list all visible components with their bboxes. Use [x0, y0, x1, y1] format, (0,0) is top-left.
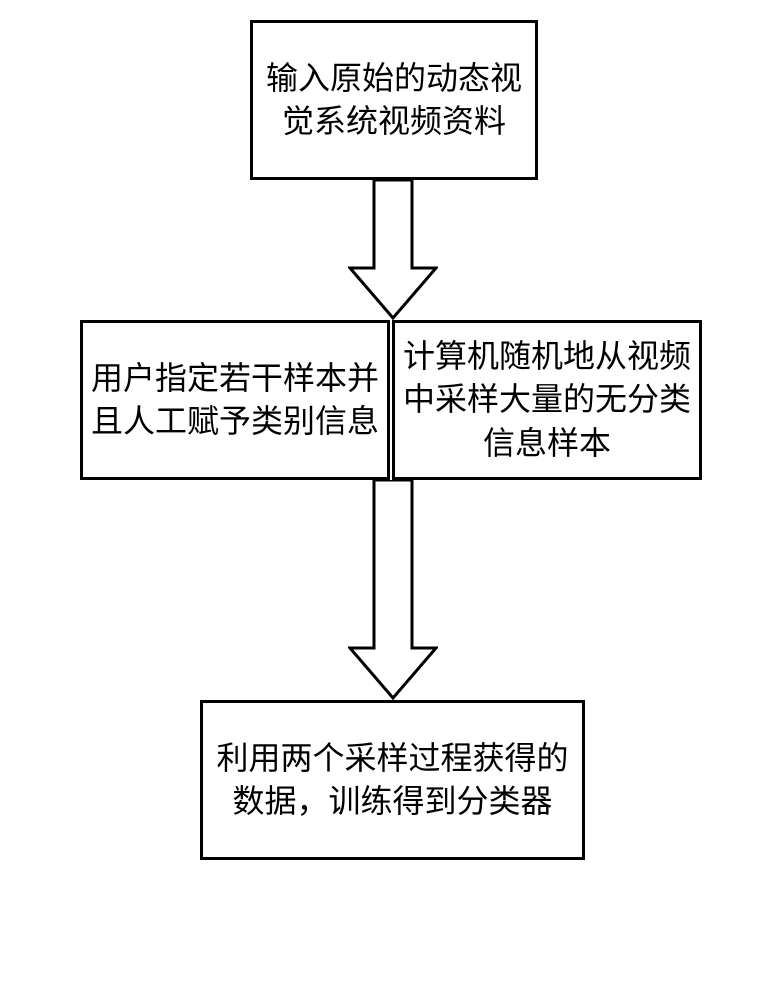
node-computer-samples-text: 计算机随机地从视频中采样大量的无分类信息样本 [403, 335, 691, 465]
node-user-samples-text: 用户指定若干样本并且人工赋予类别信息 [91, 357, 379, 443]
node-classifier: 利用两个采样过程获得的数据，训练得到分类器 [200, 700, 585, 860]
arrow-middle-to-bottom [348, 480, 438, 700]
node-computer-samples: 计算机随机地从视频中采样大量的无分类信息样本 [392, 320, 702, 480]
node-classifier-text: 利用两个采样过程获得的数据，训练得到分类器 [211, 737, 574, 823]
node-input: 输入原始的动态视觉系统视频资料 [250, 20, 538, 180]
node-input-text: 输入原始的动态视觉系统视频资料 [261, 57, 527, 143]
node-user-samples: 用户指定若干样本并且人工赋予类别信息 [80, 320, 390, 480]
arrow-top-to-middle [348, 180, 438, 320]
